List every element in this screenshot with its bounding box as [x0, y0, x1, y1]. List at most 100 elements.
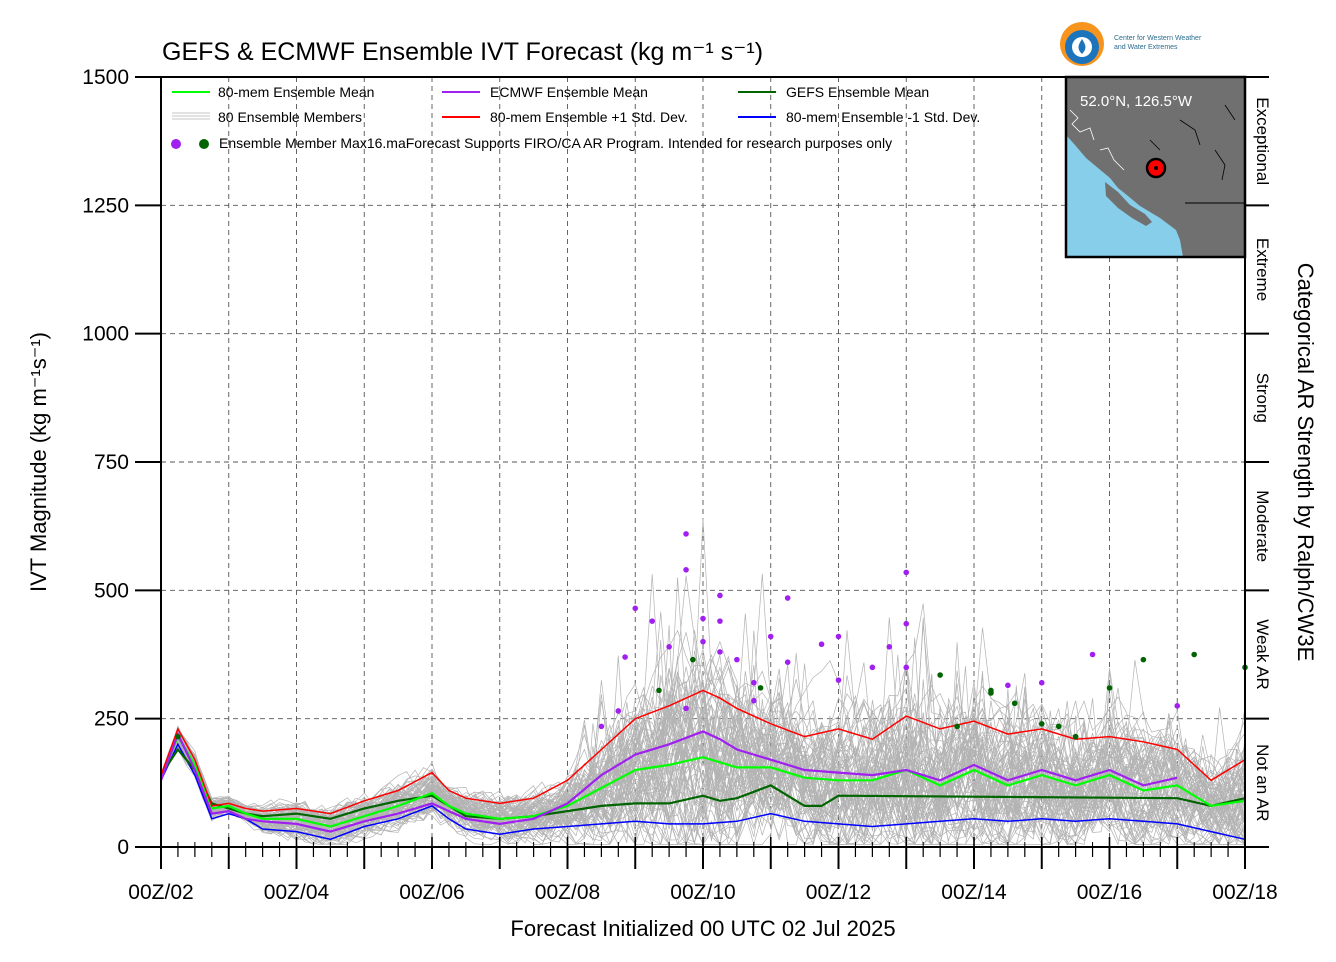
axes: 0 250 500 750 1000 1250 1500 00Z/02 00Z/04 00Z/06… [82, 66, 1277, 904]
ecmwf-max-point [784, 595, 791, 601]
ecmwf-max-point [717, 592, 723, 599]
x-tick-label: 00Z/14 [941, 881, 1007, 904]
water-drop-icon [1078, 39, 1086, 54]
legend-max-text: Ensemble Member Max [219, 135, 367, 151]
legend-label-ecmwf-mean: ECMWF Ensemble Mean [490, 84, 648, 100]
cw3e-logo: Center for Western Weather and Water Ext… [1060, 22, 1202, 66]
logo-line-2: and Water Extremes [1114, 44, 1178, 51]
ecmwf-max-point [615, 708, 622, 714]
gefs-max-point [1055, 723, 1062, 730]
inset-rivers [1149, 104, 1236, 181]
inset-coast-detail [1069, 109, 1125, 171]
x-tick-label: 00Z/10 [670, 881, 735, 904]
ecmwf-max-point [751, 697, 757, 704]
ecmwf-max-point [1089, 651, 1096, 658]
ecmwf-max-point [683, 705, 689, 712]
location-marker-center [1154, 166, 1158, 170]
gefs-max-point [757, 685, 764, 691]
y-tick-label: 250 [94, 708, 129, 731]
gefs-max-point [1106, 685, 1113, 691]
y-tick-label: 500 [94, 579, 129, 602]
ecmwf-max-point [700, 638, 706, 645]
inset-island [1105, 182, 1152, 226]
ecmwf-max-point [717, 618, 723, 624]
x-tick-label: 00Z/06 [399, 881, 464, 904]
series-line-mean80 [159, 734, 1246, 828]
series-line-minus-sd [160, 742, 1246, 841]
inset-map: 52.0°N, 126.5°W [1064, 75, 1247, 259]
x-tick-label: 00Z/02 [128, 881, 193, 904]
gefs-max-point [954, 723, 960, 730]
ensemble-member-line [160, 672, 1246, 846]
series-lines [159, 689, 1246, 841]
legend-swatch-members [172, 112, 210, 120]
ensemble-max-points [175, 531, 1248, 740]
gefs-max-point [1011, 700, 1018, 707]
ensemble-member-line [160, 654, 1246, 846]
legend-label-members: 80 Ensemble Members [218, 109, 362, 125]
ecmwf-max-point [683, 567, 689, 573]
gefs-max-point [690, 656, 696, 663]
ecmwf-max-point [734, 656, 740, 663]
logo-line-1: Center for Western Weather [1114, 35, 1202, 42]
ar-category-label: Strong [1253, 373, 1272, 423]
legend-swatch-ecmwf-max [171, 139, 181, 149]
ecmwf-max-point [666, 644, 672, 650]
gefs-max-point [1072, 733, 1079, 740]
ecmwf-max-point [835, 633, 842, 640]
ensemble-member-line [160, 654, 1246, 846]
y-tick-label: 1250 [82, 194, 129, 217]
y-tick-label: 0 [117, 836, 129, 859]
gefs-max-point [1191, 651, 1197, 658]
legend-label-mean80: 80-mem Ensemble Mean [218, 84, 374, 100]
ecmwf-max-point [869, 664, 876, 671]
right-axis-label: Categorical AR Strength by Ralph/CW3E [1293, 263, 1318, 662]
ensemble-member-line [160, 574, 1246, 846]
x-tick-label: 00Z/16 [1077, 881, 1142, 904]
inset-frame [1064, 75, 1247, 259]
ecmwf-max-point [700, 615, 706, 622]
ecmwf-max-point [886, 644, 893, 650]
ecmwf-max-point [1005, 682, 1011, 689]
legend-label-max: Ensemble Member Max16.maForecast Support… [219, 135, 892, 151]
ecmwf-max-point [835, 677, 842, 683]
ecmwf-max-point [903, 664, 910, 671]
gefs-max-point [656, 687, 662, 694]
legend-disclaimer: 16.maForecast Supports FIRO/CA AR Progra… [367, 135, 892, 151]
x-tick-label: 00Z/12 [806, 881, 871, 904]
x-tick-label: 00Z/04 [264, 881, 330, 904]
gefs-max-point [1140, 656, 1147, 663]
ar-category-label: Exceptional [1253, 97, 1272, 185]
gefs-max-point [988, 687, 994, 694]
ensemble-member-line [160, 649, 1246, 845]
inset-location-label: 52.0°N, 126.5°W [1080, 93, 1193, 110]
y-tick-label: 1000 [82, 323, 129, 346]
y-tick-label: 1500 [82, 66, 129, 89]
x-tick-label: 00Z/08 [535, 881, 600, 904]
ecmwf-max-point [598, 723, 605, 730]
ar-category-label: Moderate [1253, 490, 1272, 562]
chart-title: GEFS & ECMWF Ensemble IVT Forecast (kg m… [162, 38, 763, 66]
ecmwf-max-point [1038, 679, 1045, 686]
ecmwf-max-point [683, 531, 689, 537]
ar-category-label: Weak AR [1253, 619, 1272, 690]
legend-swatch-gefs-max [199, 139, 209, 149]
ecmwf-max-point [649, 618, 655, 624]
series-line-plus-sd [160, 689, 1246, 815]
ensemble-member-line [160, 684, 1246, 845]
gefs-max-point [937, 672, 943, 678]
ensemble-member-line [160, 721, 1246, 846]
y-axis-label: IVT Magnitude (kg m⁻¹s⁻¹) [26, 332, 51, 592]
gefs-max-point [175, 733, 181, 740]
legend-label-gefs-mean: GEFS Ensemble Mean [786, 84, 929, 100]
x-axis-label: Forecast Initialized 00 UTC 02 Jul 2025 [510, 916, 895, 941]
legend-label-plus-sd: 80-mem Ensemble +1 Std. Dev. [490, 109, 688, 125]
legend: 80-mem Ensemble Mean 80 Ensemble Members… [171, 84, 980, 151]
ecmwf-max-point [784, 659, 791, 665]
legend-label-minus-sd: 80-mem Ensemble -1 Std. Dev. [786, 109, 980, 125]
ar-category-label: Not an AR [1253, 744, 1272, 822]
ecmwf-max-point [903, 620, 910, 627]
ecmwf-max-point [818, 641, 825, 648]
ar-category-label: Extreme [1253, 238, 1272, 301]
ecmwf-max-point [622, 654, 628, 660]
